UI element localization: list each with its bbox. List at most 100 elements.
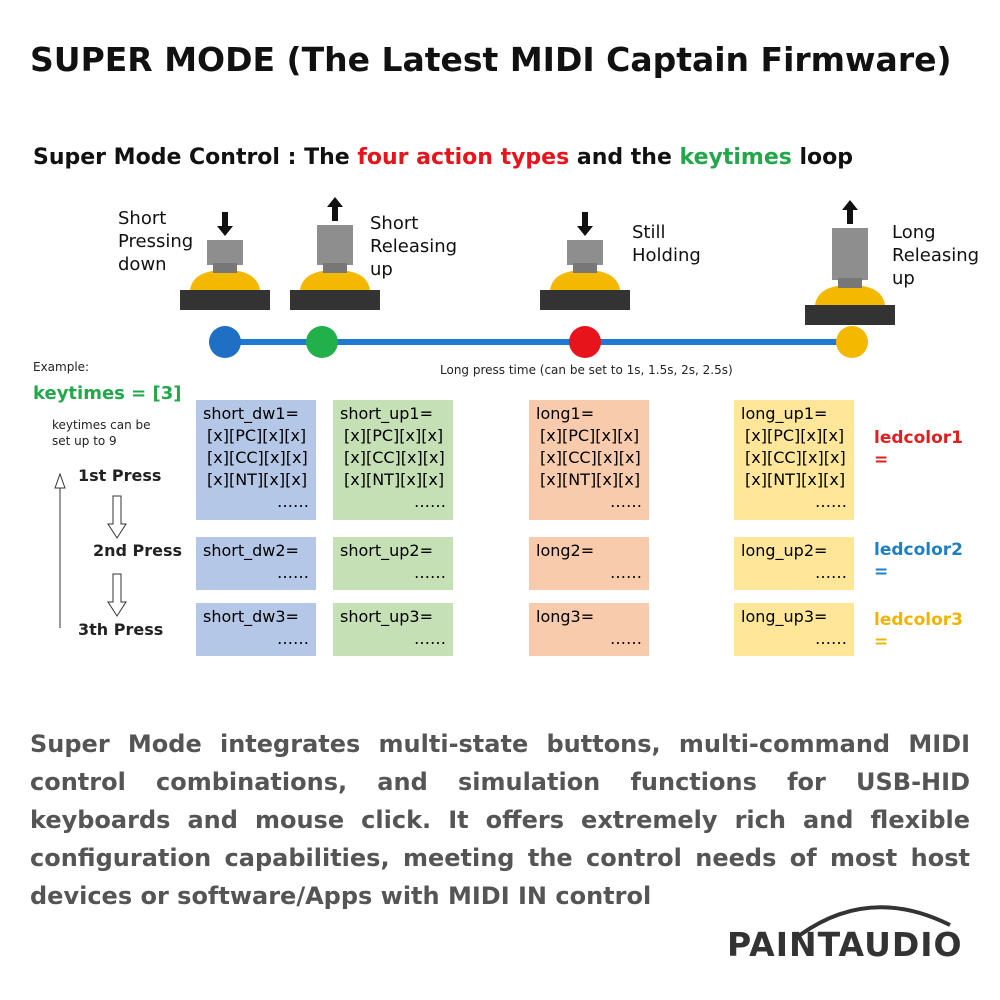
action-label: Still <box>632 222 666 243</box>
cell: short_dw3= …… <box>196 603 316 656</box>
arrow <box>54 472 66 628</box>
timeline-dot <box>836 326 868 358</box>
action-label: Long <box>892 222 936 243</box>
description: Super Mode integrates multi-state button… <box>30 730 970 910</box>
cell-line: …… <box>815 563 847 582</box>
cell-line: …… <box>414 492 446 511</box>
timeline-dot <box>209 326 241 358</box>
press-label: 2nd Press <box>93 541 183 560</box>
cell-line: …… <box>277 629 309 648</box>
action-label: up <box>892 268 915 289</box>
cell-line: [x][CC][x][x] <box>207 448 308 467</box>
cell-line: short_dw3= <box>203 607 299 626</box>
button-base <box>805 305 895 325</box>
ledcolor: ledcolor2 <box>874 540 964 560</box>
cell: long2= …… <box>529 537 649 590</box>
button-plunger <box>317 225 353 265</box>
arrow <box>217 212 233 236</box>
cell-line: …… <box>277 563 309 582</box>
note: set up to 9 <box>52 434 117 448</box>
ledcolor: = <box>874 450 889 470</box>
cell-line: [x][PC][x][x] <box>207 426 307 445</box>
cell-line: short_up2= <box>340 541 433 560</box>
arrow <box>107 573 127 617</box>
cell: long1= [x][PC][x][x] [x][CC][x][x] [x][NT][… <box>529 400 649 520</box>
action-label: Releasing <box>892 245 980 266</box>
cell-line: short_dw2= <box>203 541 299 560</box>
cell-line: …… <box>610 563 642 582</box>
cell-line: long_up3= <box>741 607 828 626</box>
ledcolor: = <box>874 632 889 652</box>
cell-line: …… <box>277 492 309 511</box>
cell-line: …… <box>414 629 446 648</box>
cell-line: long2= <box>536 541 595 560</box>
button-dome <box>550 270 620 290</box>
timeline-dot <box>569 326 601 358</box>
action-label: up <box>370 259 393 280</box>
press-label: 1st Press <box>78 466 162 485</box>
text: and the <box>569 145 680 170</box>
cell: long_up2= …… <box>734 537 854 590</box>
cell-line: long3= <box>536 607 595 626</box>
action-label: Pressing <box>118 231 194 252</box>
press-label: 3th Press <box>78 620 164 639</box>
action-label: down <box>118 254 167 275</box>
cell-line: [x][CC][x][x] <box>540 448 641 467</box>
control-title: Super Mode Control : The four action typ… <box>33 145 853 170</box>
title: SUPER MODE (The Latest MIDI Captain Firm… <box>30 40 952 79</box>
cell-line: long_up2= <box>741 541 828 560</box>
cell-line: [x][PC][x][x] <box>745 426 845 445</box>
text: Super Mode Control : The <box>33 145 358 170</box>
cell: long_up1= [x][PC][x][x] [x][CC][x][x] [x][N… <box>734 400 854 520</box>
timeline-dot <box>306 326 338 358</box>
timeline-note: Long press time (can be set to 1s, 1.5s,… <box>440 363 733 377</box>
button-dome <box>190 270 260 290</box>
cell: long3= …… <box>529 603 649 656</box>
cell-line: …… <box>610 492 642 511</box>
button-dome <box>300 270 370 290</box>
cell-line: [x][CC][x][x] <box>745 448 846 467</box>
button-stem <box>213 263 237 273</box>
arrow <box>327 197 343 221</box>
cell-line: …… <box>815 629 847 648</box>
example-label: Example: <box>33 360 90 374</box>
button-base <box>540 290 630 310</box>
cell-line: [x][NT][x][x] <box>745 470 846 489</box>
button-dome <box>815 285 885 305</box>
button-stem <box>323 263 347 273</box>
cell-line: [x][PC][x][x] <box>540 426 640 445</box>
logo: PAINTAUDIO <box>727 925 963 964</box>
cell-line: [x][NT][x][x] <box>344 470 445 489</box>
action-label: Holding <box>632 245 701 266</box>
arrow <box>107 495 127 539</box>
button-stem <box>573 263 597 273</box>
cell-line: short_up3= <box>340 607 433 626</box>
cell: long_up3= …… <box>734 603 854 656</box>
cell: short_dw1= [x][PC][x][x] [x][CC][x][x] [x][… <box>196 400 316 520</box>
cell-line: …… <box>414 563 446 582</box>
action-label: Releasing <box>370 236 458 257</box>
cell: short_dw2= …… <box>196 537 316 590</box>
arrow <box>842 200 858 224</box>
cell-line: [x][NT][x][x] <box>540 470 641 489</box>
cell-line: long1= <box>536 404 595 423</box>
cell-line: …… <box>610 629 642 648</box>
cell-line: [x][PC][x][x] <box>344 426 444 445</box>
button-stem <box>838 278 862 288</box>
highlight: four action types <box>357 145 570 170</box>
arrow <box>577 212 593 236</box>
button-plunger <box>207 240 243 265</box>
cell-line: [x][NT][x][x] <box>207 470 308 489</box>
highlight: keytimes <box>679 145 792 170</box>
cell: short_up2= …… <box>333 537 453 590</box>
cell-line: [x][CC][x][x] <box>344 448 445 467</box>
cell-line: short_dw1= <box>203 404 299 423</box>
cell-line: long_up1= <box>741 404 828 423</box>
cell-line: …… <box>815 492 847 511</box>
text: loop <box>791 145 854 170</box>
action-label: Short <box>370 213 419 234</box>
cell: short_up3= …… <box>333 603 453 656</box>
cell-line: short_up1= <box>340 404 433 423</box>
